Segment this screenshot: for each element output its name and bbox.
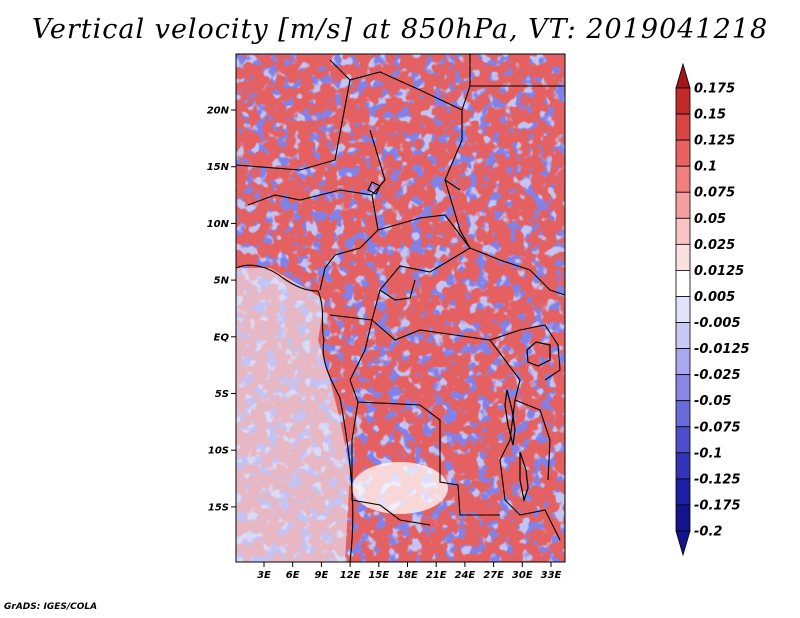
lon-label: 33E <box>541 570 562 581</box>
lon-label: 21E <box>426 570 447 581</box>
latitude-axis: 20N 15N 10N 5N EQ 5S 10S 15S <box>207 106 236 513</box>
lake-outlines <box>367 181 551 503</box>
lat-label: 15S <box>208 502 229 513</box>
colorbar-label: -0.1 <box>694 446 722 461</box>
colorbar-label: 0.05 <box>694 212 726 227</box>
colorbar-swatch <box>675 478 691 506</box>
colorbar-label: 0.0125 <box>694 264 744 279</box>
lon-label: 6E <box>286 570 300 581</box>
lat-label: 10N <box>207 219 230 230</box>
colorbar-label: -0.0125 <box>694 342 750 357</box>
lon-label: 24E <box>455 570 476 581</box>
lat-label: 5S <box>215 389 229 400</box>
lat-label: 5N <box>214 276 230 287</box>
colorbar-label: 0.175 <box>694 82 735 97</box>
colorbar-label: -0.2 <box>694 525 722 540</box>
colorbar-swatch <box>675 139 691 167</box>
colorbar-swatch <box>675 270 691 297</box>
colorbar-swatch <box>675 426 691 454</box>
velocity-field <box>236 54 565 562</box>
colorbar-label: 0.1 <box>694 160 717 175</box>
colorbar-label: -0.125 <box>694 472 741 487</box>
colorbar-max-arrow <box>675 62 691 89</box>
country-borders <box>235 54 566 563</box>
lat-label: 15N <box>207 162 230 173</box>
colorbar-swatch <box>675 374 691 402</box>
colorbar-label: -0.005 <box>694 316 741 331</box>
colorbar-swatch <box>675 348 691 376</box>
lon-label: 15E <box>368 570 389 581</box>
colorbar-label: 0.15 <box>694 108 726 123</box>
lon-label: 30E <box>512 570 533 581</box>
lat-label: 10S <box>208 446 229 457</box>
colorbar-label: 0.005 <box>694 290 735 305</box>
colorbar-swatch <box>675 165 691 193</box>
lon-label: 18E <box>397 570 418 581</box>
colorbar: 0.175 0.15 0.125 0.1 0.075 0.05 0.025 0.0125 0.0… <box>675 62 750 557</box>
colorbar-swatch <box>675 113 691 141</box>
lon-label: 3E <box>257 570 271 581</box>
map-frame <box>235 53 566 563</box>
colorbar-label: -0.025 <box>694 368 741 383</box>
lat-label: 20N <box>207 106 230 117</box>
colorbar-swatch <box>675 504 691 532</box>
colorbar-swatch <box>675 322 691 349</box>
colorbar-swatch <box>675 243 691 271</box>
lon-label: 27E <box>483 570 504 581</box>
colorbar-label: -0.05 <box>694 394 731 409</box>
chart-title: Vertical velocity [m/s] at 850hPa, VT: 2… <box>31 14 769 45</box>
grads-credit: GrADS: IGES/COLA <box>4 602 98 612</box>
colorbar-swatch <box>675 191 691 219</box>
colorbar-swatch <box>675 400 691 428</box>
colorbar-swatch <box>675 296 691 323</box>
colorbar-label: 0.125 <box>694 134 735 149</box>
colorbar-label: 0.075 <box>694 186 735 201</box>
colorbar-min-arrow <box>675 530 691 557</box>
lon-label: 9E <box>315 570 329 581</box>
colorbar-swatch <box>675 87 691 115</box>
lon-label: 12E <box>340 570 361 581</box>
colorbar-swatch <box>675 217 691 245</box>
colorbar-label: -0.075 <box>694 420 741 435</box>
colorbar-swatch <box>675 452 691 480</box>
lat-label: EQ <box>214 332 230 343</box>
colorbar-label: -0.175 <box>694 498 741 513</box>
colorbar-label: 0.025 <box>694 238 735 253</box>
longitude-axis: 3E 6E 9E 12E 15E 18E 21E 24E 27E 30E 33E <box>257 562 562 581</box>
